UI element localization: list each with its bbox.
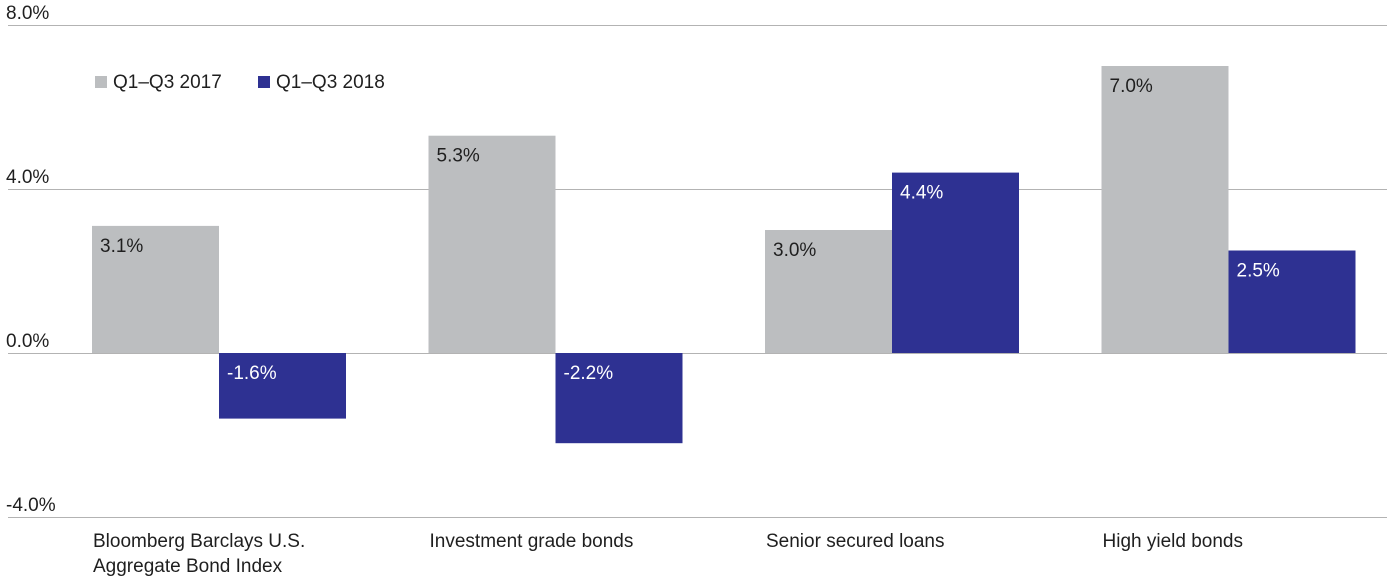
data-label: -2.2% bbox=[564, 363, 614, 384]
y-axis-ticks: 8.0% 4.0% 0.0% -4.0% bbox=[6, 3, 56, 516]
data-labels: 3.1% 5.3% 3.0% 7.0% -1.6% -2.2% 4.4% 2.5% bbox=[100, 76, 1280, 384]
data-label: -1.6% bbox=[227, 363, 277, 384]
legend-swatch bbox=[258, 76, 270, 88]
category-label: Senior secured loans bbox=[766, 531, 945, 552]
legend-label: Q1–Q3 2018 bbox=[276, 72, 385, 93]
data-label: 5.3% bbox=[437, 146, 480, 167]
y-tick-label: 4.0% bbox=[6, 167, 49, 188]
bar-series-0-cat-2 bbox=[765, 230, 892, 353]
bar-series-1-cat-3 bbox=[1228, 250, 1356, 353]
bars bbox=[92, 66, 1356, 444]
category-label: Aggregate Bond Index bbox=[93, 556, 283, 577]
data-label: 4.4% bbox=[900, 183, 943, 204]
data-label: 3.0% bbox=[773, 240, 816, 261]
data-label: 2.5% bbox=[1237, 261, 1280, 282]
bar-series-1-cat-2 bbox=[892, 172, 1019, 353]
data-label: 3.1% bbox=[100, 236, 143, 257]
y-tick-label: 8.0% bbox=[6, 3, 49, 24]
y-tick-label: -4.0% bbox=[6, 495, 56, 516]
legend-swatch bbox=[95, 76, 107, 88]
bar-series-0-cat-0 bbox=[92, 225, 219, 353]
y-tick-label: 0.0% bbox=[6, 331, 49, 352]
bar-series-0-cat-3 bbox=[1101, 66, 1229, 353]
category-label: Bloomberg Barclays U.S. bbox=[93, 531, 305, 552]
bar-series-1-cat-0 bbox=[219, 353, 346, 419]
bar-series-1-cat-1 bbox=[555, 353, 683, 444]
legend: Q1–Q3 2017 Q1–Q3 2018 bbox=[95, 72, 385, 93]
x-axis-categories: Bloomberg Barclays U.S. Aggregate Bond In… bbox=[93, 531, 1243, 577]
category-label: Investment grade bonds bbox=[430, 531, 634, 552]
data-label: 7.0% bbox=[1110, 76, 1153, 97]
legend-label: Q1–Q3 2017 bbox=[113, 72, 222, 93]
bar-series-0-cat-1 bbox=[428, 135, 556, 353]
category-label: High yield bonds bbox=[1103, 531, 1243, 552]
